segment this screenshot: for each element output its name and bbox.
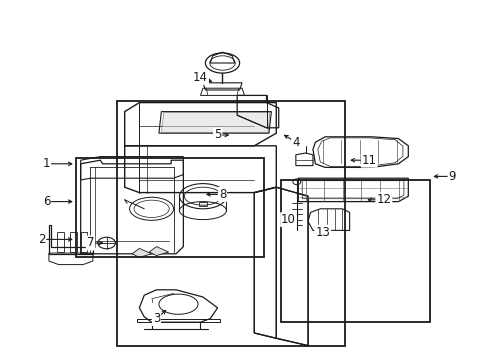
Text: 13: 13 <box>315 226 329 239</box>
Text: 5: 5 <box>213 129 221 141</box>
Text: 12: 12 <box>376 193 390 206</box>
Bar <box>57 232 64 252</box>
Text: 8: 8 <box>218 188 226 201</box>
Text: 14: 14 <box>193 71 207 84</box>
Text: 7: 7 <box>86 237 94 249</box>
Text: 6: 6 <box>42 195 50 208</box>
Bar <box>199 202 206 206</box>
Text: 9: 9 <box>447 170 455 183</box>
Bar <box>76 158 264 257</box>
Bar <box>81 232 86 252</box>
Polygon shape <box>161 112 269 132</box>
Bar <box>281 180 429 322</box>
Polygon shape <box>149 247 168 256</box>
Bar <box>70 232 77 252</box>
Text: 10: 10 <box>281 213 295 226</box>
Text: 11: 11 <box>361 154 376 167</box>
Text: 2: 2 <box>38 233 45 246</box>
Bar <box>117 101 344 346</box>
Text: 4: 4 <box>291 136 299 149</box>
Text: 1: 1 <box>42 157 50 170</box>
Polygon shape <box>132 248 151 257</box>
Text: 3: 3 <box>152 312 160 325</box>
